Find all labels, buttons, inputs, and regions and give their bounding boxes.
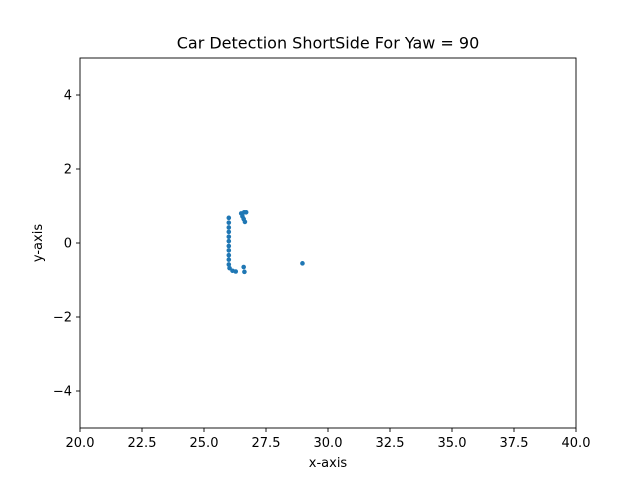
data-point xyxy=(226,243,232,249)
y-tick-label: −4 xyxy=(53,385,72,400)
x-tick-label: 22.5 xyxy=(128,436,157,451)
x-tick-label: 40.0 xyxy=(562,436,591,451)
x-tick-label: 37.5 xyxy=(500,436,529,451)
data-point xyxy=(241,264,246,270)
x-axis-label: x-axis xyxy=(309,456,348,471)
y-axis-label: y-axis xyxy=(31,224,46,262)
data-point xyxy=(226,225,232,230)
data-point xyxy=(226,238,232,244)
data-point xyxy=(226,215,232,221)
data-point xyxy=(227,265,232,271)
x-tick-label: 27.5 xyxy=(252,436,281,451)
x-tick-label: 20.0 xyxy=(66,436,95,451)
y-tick-label: 4 xyxy=(64,89,72,104)
data-point xyxy=(226,248,232,253)
axes-frame xyxy=(79,57,577,429)
x-tick-label: 35.0 xyxy=(438,436,467,451)
data-point xyxy=(226,252,232,258)
chart-title: Car Detection ShortSide For Yaw = 90 xyxy=(177,34,480,53)
data-point xyxy=(243,209,249,215)
y-tick-label: −2 xyxy=(53,311,72,326)
data-points xyxy=(226,209,305,275)
x-tick-label: 32.5 xyxy=(376,436,405,451)
data-point xyxy=(226,220,232,225)
data-point xyxy=(300,261,305,266)
data-point xyxy=(226,257,232,262)
data-point xyxy=(226,229,232,235)
y-tick-label: 2 xyxy=(64,163,72,178)
y-tick-label: 0 xyxy=(64,237,72,252)
plot-area xyxy=(79,57,577,429)
data-point xyxy=(233,269,239,274)
data-point xyxy=(242,269,247,275)
x-tick-label: 25.0 xyxy=(190,436,219,451)
data-point xyxy=(242,219,248,225)
x-axis-ticks: 20.0 22.5 25.0 27.5 30.0 32.5 35.0 37.5 40.0 xyxy=(66,428,591,451)
x-tick-label: 30.0 xyxy=(314,436,343,451)
data-point xyxy=(226,262,232,267)
data-point xyxy=(226,234,232,240)
y-axis-ticks: −4 −2 0 2 4 xyxy=(53,89,80,400)
